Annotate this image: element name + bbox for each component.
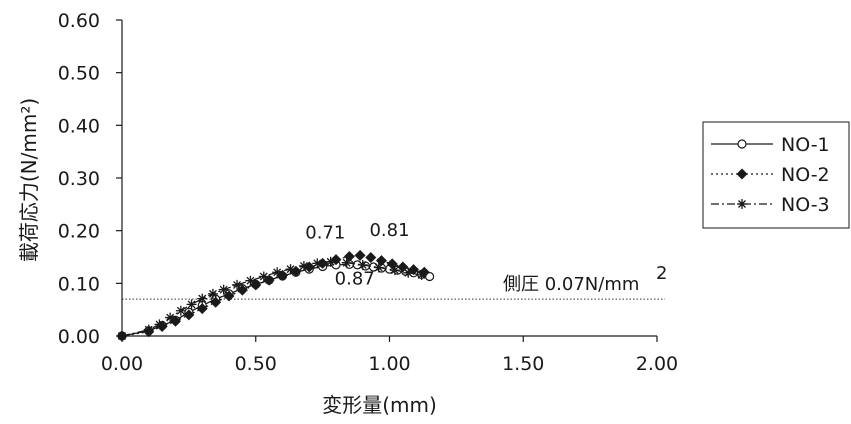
data-point xyxy=(258,271,269,282)
data-point xyxy=(175,305,186,316)
data-point xyxy=(298,260,309,271)
y-axis-title: 載荷応力(N/mm²) xyxy=(17,98,41,262)
data-point xyxy=(170,315,181,327)
reference-line-label-superscript: 2 xyxy=(656,263,667,284)
data-point xyxy=(196,303,208,315)
data-point xyxy=(183,309,195,321)
x-tick-label: 1.00 xyxy=(368,353,410,375)
data-point xyxy=(354,249,366,261)
legend-marker xyxy=(737,199,747,209)
data-point xyxy=(223,290,235,302)
data-point xyxy=(232,279,243,290)
data-point xyxy=(165,312,176,323)
data-point xyxy=(272,267,283,278)
data-point xyxy=(143,324,154,335)
data-point xyxy=(186,299,197,310)
legend-marker xyxy=(737,139,747,149)
legend-label: NO-3 xyxy=(781,194,830,216)
data-point xyxy=(245,275,256,286)
data-point xyxy=(365,252,377,264)
y-tick-label: 0.60 xyxy=(58,10,100,32)
plot-area: 側圧 0.07N/mm 2 0.71 0.81 0.87 xyxy=(116,220,667,342)
series-line xyxy=(121,263,430,337)
data-point xyxy=(197,293,208,304)
legend-label: NO-1 xyxy=(781,134,830,156)
series-no-3 xyxy=(117,256,427,341)
data-point xyxy=(389,265,400,276)
x-tick-label: 0.50 xyxy=(235,353,277,375)
legend: NO-1 NO-2 NO-3 xyxy=(702,121,850,229)
data-point xyxy=(325,256,336,267)
data-point xyxy=(250,279,262,291)
peak-annotation: 0.71 xyxy=(305,223,345,244)
y-tick-label: 0.00 xyxy=(58,326,100,348)
peak-annotation: 0.87 xyxy=(335,268,375,289)
data-point xyxy=(357,259,368,270)
data-point xyxy=(425,271,435,282)
legend-box xyxy=(702,121,850,229)
data-point xyxy=(403,267,414,278)
series-no-2 xyxy=(116,249,430,342)
legend-marker xyxy=(736,168,748,180)
data-point xyxy=(373,262,384,273)
y-tick-label: 0.10 xyxy=(58,273,100,295)
x-axis-title: 変形量(mm) xyxy=(322,393,437,417)
x-tick-label: 0.00 xyxy=(101,353,143,375)
data-point xyxy=(210,296,222,308)
reference-line-label: 側圧 0.07N/mm xyxy=(503,274,639,295)
y-tick-label: 0.20 xyxy=(58,221,100,243)
x-tick-label: 1.50 xyxy=(502,353,544,375)
data-point xyxy=(207,288,218,299)
x-tick-label: 2.00 xyxy=(636,353,678,375)
axes: 0.00 0.10 0.20 0.30 0.40 0.50 0.60 0.00 0.50 1.00… xyxy=(17,10,678,417)
data-point xyxy=(263,274,275,286)
legend-label: NO-2 xyxy=(781,164,830,186)
data-point xyxy=(154,319,165,330)
y-tick-label: 0.50 xyxy=(58,63,100,85)
data-point xyxy=(285,264,296,275)
peak-annotation: 0.81 xyxy=(369,220,409,241)
data-point xyxy=(341,257,352,268)
data-point xyxy=(218,284,229,295)
y-tick-label: 0.40 xyxy=(58,115,100,137)
series-line xyxy=(121,261,422,337)
data-point xyxy=(312,258,323,269)
data-point xyxy=(416,269,427,280)
y-tick-label: 0.30 xyxy=(58,168,100,190)
